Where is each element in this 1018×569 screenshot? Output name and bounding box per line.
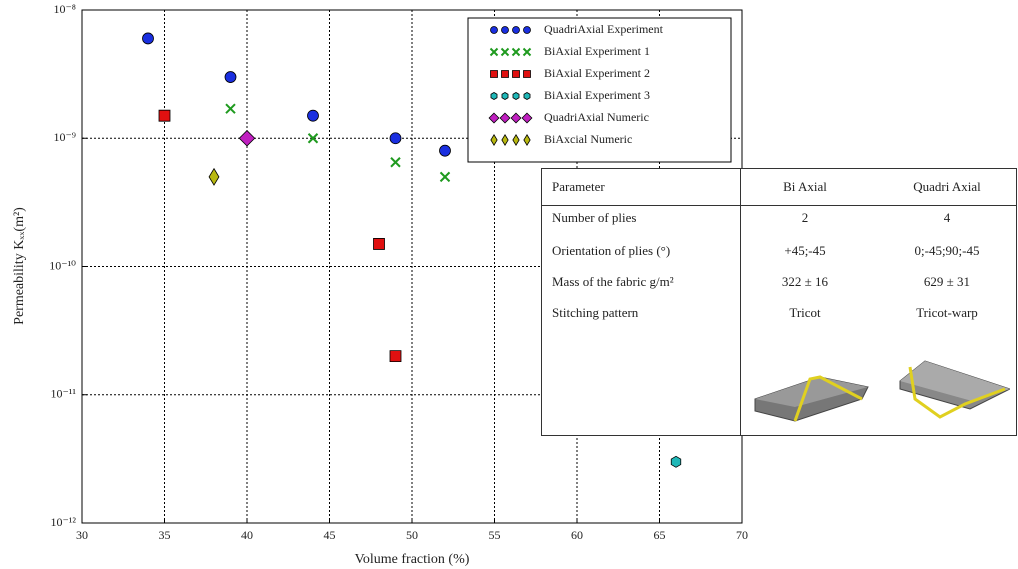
legend-marker (513, 71, 520, 78)
table-cell: 4 (877, 210, 1017, 226)
table-cell: 629 ± 31 (877, 274, 1017, 290)
y-axis-label: Permeability Kₓₓ(m²) (12, 207, 27, 325)
legend-label: BiAxial Experiment 1 (544, 44, 650, 58)
y-tick-label: 10⁻⁹ (53, 130, 76, 144)
table-cell: 0;-45;90;-45 (877, 243, 1017, 259)
table-cell: Tricot (735, 305, 875, 321)
header-divider (542, 205, 1016, 206)
legend-label: BiAxial Experiment 2 (544, 66, 650, 80)
table-cell: Number of plies (552, 210, 636, 226)
legend-marker (524, 93, 530, 100)
data-point (308, 110, 319, 121)
data-point (390, 351, 401, 362)
legend-label: QuadriAxial Numeric (544, 110, 649, 124)
table-cell: 2 (735, 210, 875, 226)
x-tick-label: 70 (736, 528, 748, 542)
data-point (390, 133, 401, 144)
data-point (671, 456, 681, 467)
table-header-cell: Quadri Axial (877, 179, 1017, 195)
legend-label: BiAxial Experiment 3 (544, 88, 650, 102)
legend-marker (513, 27, 520, 34)
table-cell: Mass of the fabric g/m² (552, 274, 674, 290)
data-point (441, 172, 450, 181)
x-tick-label: 30 (76, 528, 88, 542)
data-point (226, 104, 235, 113)
y-tick-label: 10⁻¹¹ (50, 387, 76, 401)
data-point (143, 33, 154, 44)
table-header-cell: Bi Axial (735, 179, 875, 195)
data-point (209, 169, 219, 186)
y-tick-label: 10⁻¹⁰ (49, 258, 76, 272)
x-tick-label: 50 (406, 528, 418, 542)
x-tick-label: 35 (159, 528, 171, 542)
legend-label: QuadriAxial Experiment (544, 22, 664, 36)
legend-marker (502, 27, 509, 34)
legend-marker (502, 93, 508, 100)
x-tick-label: 65 (654, 528, 666, 542)
legend-marker (491, 27, 498, 34)
table-cell: 322 ± 16 (735, 274, 875, 290)
legend-marker (524, 71, 531, 78)
x-tick-label: 40 (241, 528, 253, 542)
y-tick-label: 10⁻¹² (50, 515, 76, 529)
fabric-illustrations (750, 359, 1010, 429)
legend: QuadriAxial Experiment BiAxial Experiment… (468, 18, 731, 162)
x-tick-label: 60 (571, 528, 583, 542)
x-tick-label: 45 (324, 528, 336, 542)
legend-marker (513, 93, 519, 100)
legend-marker (491, 71, 498, 78)
data-point (309, 134, 318, 143)
table-cell: +45;-45 (735, 243, 875, 259)
x-tick-label: 55 (489, 528, 501, 542)
table-cell: Stitching pattern (552, 305, 638, 321)
data-point (159, 110, 170, 121)
column-divider (740, 169, 741, 435)
legend-label: BiAxcial Numeric (544, 132, 632, 146)
table-cell: Orientation of plies (°) (552, 243, 670, 259)
data-point (374, 238, 385, 249)
legend-marker (502, 71, 509, 78)
data-point (225, 72, 236, 83)
table-cell: Tricot-warp (877, 305, 1017, 321)
data-point (440, 145, 451, 156)
page: Volume fraction (%) Permeability Kₓₓ(m²)… (0, 0, 1018, 569)
legend-marker (524, 27, 531, 34)
y-tick-label: 10⁻⁸ (53, 2, 76, 16)
data-point (391, 158, 400, 167)
table-header-cell: Parameter (552, 179, 605, 195)
x-axis-label: Volume fraction (%) (355, 552, 470, 567)
legend-marker (491, 93, 497, 100)
data-point (239, 131, 254, 146)
